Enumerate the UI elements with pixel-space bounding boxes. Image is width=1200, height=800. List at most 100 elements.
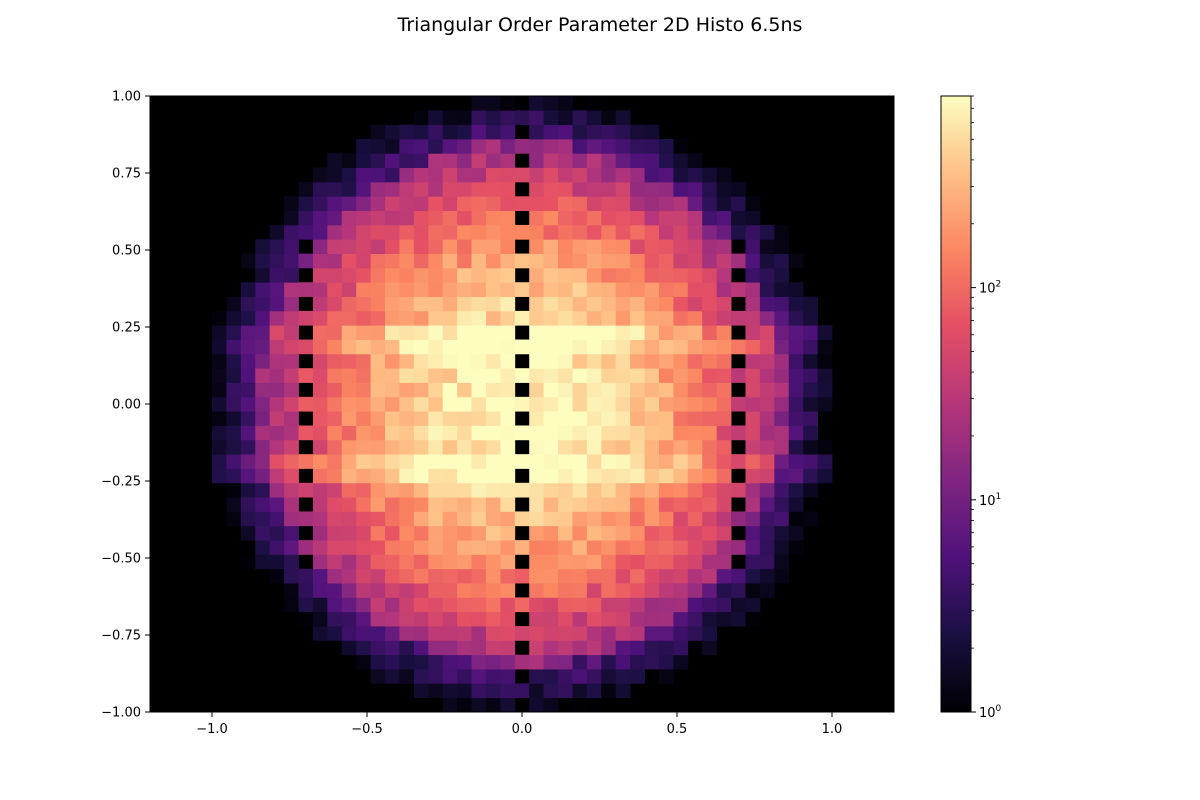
heatmap-cell (558, 167, 573, 183)
heatmap-cell (428, 210, 444, 226)
heatmap-cell (572, 181, 588, 197)
heatmap-cell (385, 597, 400, 613)
heatmap-cell (385, 425, 400, 441)
heatmap-cell (543, 224, 559, 240)
heatmap-cell (255, 540, 271, 555)
heatmap-cell (385, 654, 400, 670)
heatmap-cell (413, 339, 429, 355)
heatmap-cell (558, 611, 573, 627)
heatmap-cell (240, 368, 256, 383)
heatmap-cell (803, 368, 818, 383)
heatmap-cell (586, 482, 602, 498)
heatmap-cell (312, 325, 328, 340)
heatmap-cell (615, 339, 631, 355)
heatmap-cell (428, 669, 444, 684)
heatmap-cell (687, 310, 703, 326)
heatmap-cell (543, 540, 559, 555)
heatmap-cell (543, 353, 559, 369)
heatmap-cell (500, 540, 516, 555)
heatmap-cell (442, 224, 458, 240)
heatmap-cell (428, 611, 444, 627)
heatmap-cell (529, 110, 545, 126)
heatmap-cell (327, 597, 343, 613)
heatmap-cell (716, 310, 732, 326)
heatmap-cell (485, 654, 501, 670)
heatmap-cell (269, 239, 285, 254)
heatmap-cell (529, 597, 545, 613)
heatmap-cell (471, 181, 487, 197)
heatmap-cell (485, 554, 501, 570)
heatmap-cell (558, 253, 573, 269)
heatmap-cell (442, 568, 458, 584)
heatmap-cell (788, 325, 804, 340)
heatmap-cell (615, 439, 631, 455)
heatmap-cell (284, 353, 299, 369)
heatmap-cell (485, 124, 501, 140)
heatmap-cell (312, 296, 328, 312)
heatmap-cell (385, 540, 400, 555)
heatmap-cell (385, 339, 400, 355)
heatmap-cell (399, 339, 415, 355)
heatmap-cell (514, 683, 530, 699)
heatmap-cell (774, 267, 790, 283)
heatmap-cell (644, 167, 660, 183)
heatmap-cell (356, 554, 372, 570)
heatmap-cell (630, 210, 645, 226)
heatmap-cell (514, 597, 530, 613)
heatmap-cell (644, 282, 660, 297)
heatmap-cell (788, 468, 804, 484)
heatmap-cell (428, 267, 444, 283)
heatmap-cell (601, 554, 617, 570)
heatmap-cell (586, 296, 602, 312)
heatmap-cell (759, 325, 775, 340)
heatmap-cell (586, 353, 602, 369)
heatmap-cell (716, 267, 732, 283)
heatmap-cell (601, 368, 617, 383)
heatmap-cell (327, 396, 343, 412)
heatmap-cell (485, 167, 501, 183)
heatmap-cell (442, 468, 458, 484)
heatmap-cell (341, 224, 357, 240)
heatmap-cell (255, 310, 271, 326)
heatmap-cell (442, 497, 458, 512)
heatmap-cell (817, 353, 833, 369)
heatmap-cell (601, 654, 617, 670)
heatmap-cell (673, 654, 689, 670)
heatmap-cell (413, 138, 429, 154)
heatmap-cell (702, 224, 718, 240)
heatmap-cell (385, 382, 400, 398)
heatmap-cell (687, 511, 703, 527)
heatmap-cell (543, 482, 559, 498)
heatmap-cell (529, 454, 545, 469)
heatmap-cell (673, 210, 689, 226)
heatmap-cell (485, 697, 501, 713)
heatmap-cell (601, 611, 617, 627)
heatmap-cell (413, 554, 429, 570)
heatmap-cell (442, 554, 458, 570)
heatmap-cell (212, 396, 227, 412)
heatmap-cell (327, 210, 343, 226)
heatmap-cell (255, 396, 271, 412)
heatmap-cell (428, 339, 444, 355)
heatmap-cell (572, 396, 588, 412)
heatmap-cell (558, 511, 573, 527)
heatmap-cell (356, 296, 372, 312)
heatmap-cell (759, 568, 775, 584)
heatmap-cell (586, 425, 602, 441)
heatmap-cell (312, 267, 328, 283)
heatmap-cell (658, 382, 674, 398)
heatmap-cell (687, 497, 703, 512)
heatmap-cell (658, 439, 674, 455)
heatmap-cell (226, 339, 242, 355)
heatmap-cell (558, 396, 573, 412)
heatmap-cell (586, 697, 602, 713)
heatmap-cell (644, 382, 660, 398)
heatmap-cell (601, 339, 617, 355)
heatmap-cell (644, 224, 660, 240)
heatmap-cell (284, 382, 299, 398)
heatmap-cell (485, 468, 501, 484)
heatmap-cell (543, 110, 559, 126)
heatmap-cell (615, 382, 631, 398)
heatmap-cell (543, 468, 559, 484)
heatmap-cell (774, 525, 790, 541)
